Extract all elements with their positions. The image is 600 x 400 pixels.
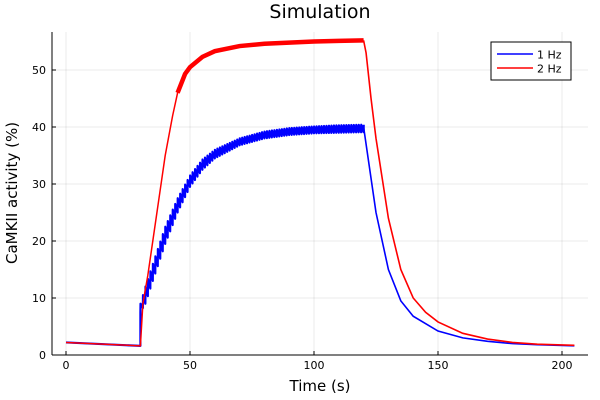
y-tick-label: 50	[32, 64, 46, 77]
x-axis-label: Time (s)	[289, 377, 351, 395]
x-tick-label: 50	[183, 359, 197, 372]
x-tick-label: 150	[428, 359, 449, 372]
series-line-1hz-decay	[362, 126, 575, 347]
chart-title: Simulation	[269, 1, 370, 23]
series-line-1hz-rise	[65, 123, 365, 347]
y-tick-label: 20	[32, 235, 46, 248]
y-tick-label: 30	[32, 178, 46, 191]
legend-label-1hz: 1 Hz	[537, 49, 562, 62]
legend: 1 Hz 2 Hz	[490, 41, 572, 81]
series-line-2hz-decay	[362, 40, 575, 347]
x-tick-label: 0	[63, 359, 70, 372]
y-axis-label: CaMKII activity (%)	[3, 122, 21, 264]
legend-label-2hz: 2 Hz	[537, 63, 562, 76]
series-line-2hz-rise	[65, 39, 364, 347]
y-tick-label: 40	[32, 121, 46, 134]
series-band-2hz	[175, 38, 364, 94]
y-tick-label: 0	[39, 349, 46, 362]
x-tick-label: 100	[304, 359, 325, 372]
y-tick-label: 10	[32, 292, 46, 305]
x-tick-label: 200	[552, 359, 573, 372]
